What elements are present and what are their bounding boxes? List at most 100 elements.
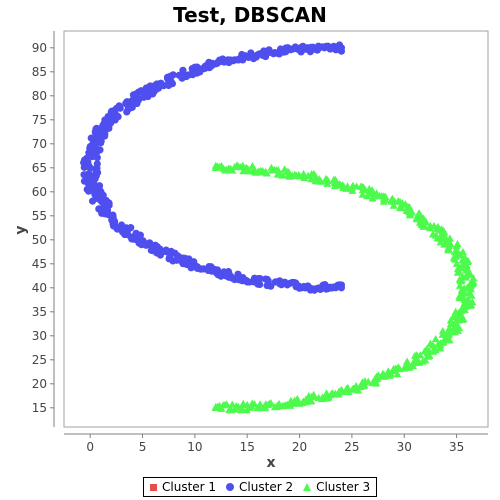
y-axis-label: y [13,225,29,234]
cluster-3-point [452,259,461,267]
cluster-3-point [463,265,472,273]
cluster-3-point [222,400,231,408]
cluster-3-point [416,351,425,359]
cluster-2-point [97,139,105,147]
cluster-2-point [156,251,165,259]
y-tick-label: 85 [32,65,47,79]
cluster-2-point [337,284,346,292]
y-tick-label: 25 [32,353,47,367]
cluster-3-point [438,330,447,338]
cluster-3-point [463,283,472,291]
cluster-3-point [358,190,367,198]
cluster-3-point [239,167,248,175]
x-tick-label: 5 [139,440,147,454]
y-tick-label: 65 [32,161,47,175]
legend-label: Cluster 2 [239,480,294,494]
cluster-3-point [393,370,402,378]
axes: 0 5 10 15 20 25 30 35 15 20 25 30 35 40 45 50 55 60 65 70 75… [32,30,489,454]
cluster-3-point [415,209,424,217]
cluster-2-point [93,154,101,162]
cluster-3-point [443,328,452,337]
legend-item-cluster-2: Cluster 2 [226,480,293,494]
cluster-3-point [378,369,387,377]
x-tick-label: 35 [449,440,464,454]
cluster-3-point [299,169,308,178]
cluster-3-point [426,221,435,230]
cluster-2-point [86,164,94,172]
square-marker-icon [150,483,157,491]
y-tick-label: 30 [32,329,47,343]
cluster-3-point [445,234,454,242]
legend-label: Cluster 1 [162,480,217,494]
cluster-3-point [453,239,462,248]
cluster-3-point [394,363,403,371]
cluster-3-point [256,400,265,408]
cluster-3-point [422,344,431,352]
cluster-3-point [426,339,435,347]
cluster-3-point [455,281,464,289]
cluster-3-point [267,163,276,171]
y-tick-label: 80 [32,89,47,103]
legend-label: Cluster 3 [316,480,371,494]
cluster-3-point [309,390,318,399]
cluster-3-point [445,324,454,332]
x-tick-label: 25 [344,440,359,454]
cluster-3-point [452,245,461,254]
x-tick-label: 10 [187,440,202,454]
cluster-3-point [438,326,447,335]
cluster-3-point [321,174,330,183]
cluster-3-point [211,403,220,411]
y-tick-label: 35 [32,305,47,319]
cluster-3-point [248,161,257,170]
cluster-2-point [123,108,131,116]
cluster-3-point [280,165,289,173]
cluster-3-point [211,163,220,171]
legend-item-cluster-3: Cluster 3 [303,480,370,494]
x-tick-label: 20 [292,440,307,454]
cluster-3-point [343,383,352,392]
cluster-3-point [267,399,276,407]
cluster-2-point [85,187,93,195]
cluster-3-point [458,247,467,256]
cluster-2-point [178,74,186,82]
cluster-3-point [389,201,398,209]
cluster-3-point [469,277,478,286]
legend-item-cluster-1: Cluster 1 [150,480,216,494]
cluster-3-point [403,357,412,365]
cluster-3-point [307,397,316,405]
plot-points [80,41,478,414]
cluster-2-point [256,280,264,289]
cluster-3-point [250,400,259,408]
y-tick-label: 60 [32,185,47,199]
y-tick-label: 40 [32,281,47,295]
y-tick-label: 75 [32,113,47,127]
cluster-3-point [465,288,474,296]
x-tick-label: 0 [86,440,94,454]
cluster-3-point [460,253,469,261]
cluster-2-point [88,197,97,205]
chart-title: Test, DBSCAN [173,3,327,27]
y-tick-label: 50 [32,233,47,247]
y-tick-label: 55 [32,209,47,223]
cluster-3-point [348,181,357,189]
cluster-3-point [273,170,282,178]
triangle-marker-icon [303,483,312,491]
cluster-3-point [293,394,302,403]
cluster-2-point [337,44,346,52]
y-tick-label: 70 [32,137,47,151]
y-tick-label: 20 [32,377,47,391]
y-tick-label: 90 [32,41,47,55]
cluster-3-point [329,175,338,183]
cluster-2-point [80,163,88,171]
x-axis-label: x [266,455,275,471]
cluster-3-point [431,335,440,343]
cluster-2-point [256,275,264,283]
cluster-2-point [101,132,109,140]
y-tick-label: 15 [32,401,47,415]
x-tick-label: 30 [397,440,412,454]
cluster-3-point [428,230,437,238]
legend: Cluster 1 Cluster 2 Cluster 3 [143,477,378,497]
circle-marker-icon [226,483,235,491]
x-tick-label: 15 [240,440,255,454]
